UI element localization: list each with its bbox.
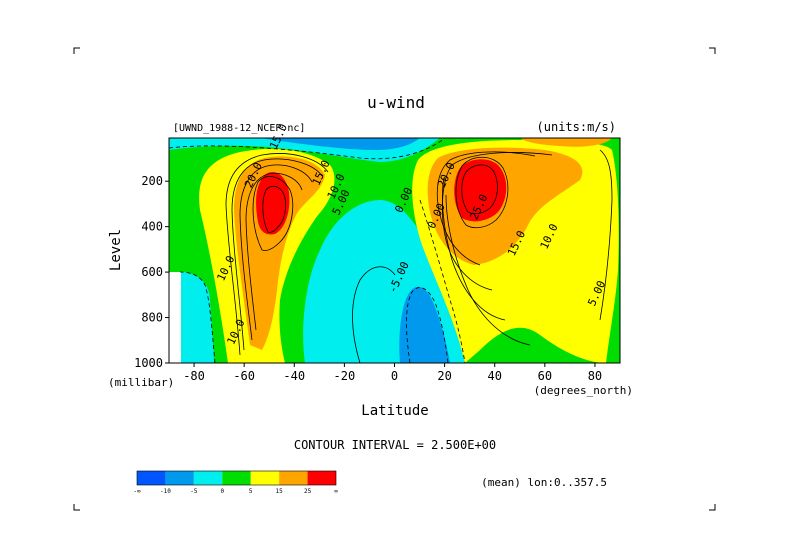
x-tick-label: 60 — [538, 369, 552, 383]
x-tick-label: -20 — [334, 369, 356, 383]
band-neg10-neg5-strat — [260, 138, 420, 150]
x-tick-label: 40 — [487, 369, 501, 383]
y-tick-label: 800 — [141, 311, 163, 325]
y-tick-label: 1000 — [134, 356, 163, 370]
units-label: (units:m/s) — [537, 120, 616, 134]
colorbar-level-label: -∞ — [133, 488, 141, 495]
chart-title: u-wind — [367, 93, 425, 112]
y-units: (millibar) — [108, 376, 174, 389]
x-tick-label: 20 — [437, 369, 451, 383]
contour-lines — [169, 138, 613, 363]
x-units: (degrees_north) — [534, 384, 633, 397]
colorbar-swatch — [279, 471, 308, 485]
colorbar-swatch — [137, 471, 166, 485]
colorbar-level-label: 0 — [220, 488, 224, 495]
missing-data — [169, 272, 181, 363]
crop-marks — [73, 47, 716, 511]
colorbar: -∞ -10 -5 0 5 15 25 ∞ — [133, 470, 338, 495]
y-tick-label: 400 — [141, 220, 163, 234]
x-tick-label: -60 — [233, 369, 255, 383]
dataset-label: [UWND_1988-12_NCEP.nc] — [173, 123, 305, 134]
x-tick-label: 80 — [588, 369, 602, 383]
y-tick-label: 200 — [141, 174, 163, 188]
colorbar-level-label: 5 — [249, 488, 253, 495]
x-tick-label: -80 — [183, 369, 205, 383]
y-axis-label: Level — [108, 229, 124, 271]
colorbar-swatch — [165, 471, 194, 485]
colorbar-level-label: -10 — [160, 488, 171, 495]
x-tick-label: 0 — [391, 369, 398, 383]
colorbar-swatch — [222, 471, 251, 485]
x-tick-label: -40 — [283, 369, 305, 383]
colorbar-level-label: -5 — [190, 488, 198, 495]
plot-area — [169, 138, 620, 363]
x-axis-label: Latitude — [361, 403, 428, 419]
band-25plus-south — [256, 172, 290, 235]
colorbar-swatch — [307, 471, 336, 485]
footer-note: (mean) lon:0..357.5 — [481, 476, 607, 489]
y-tick-label: 600 — [141, 265, 163, 279]
colorbar-swatch — [193, 471, 223, 485]
y-axis: 200 400 600 800 1000 — [134, 174, 169, 370]
colorbar-level-label: ∞ — [334, 488, 338, 495]
colorbar-level-label: 25 — [304, 488, 312, 495]
band-neg10-neg5-central — [399, 286, 450, 363]
colorbar-level-label: 15 — [276, 488, 284, 495]
contour-interval: CONTOUR INTERVAL = 2.500E+00 — [294, 438, 496, 452]
colorbar-frame — [136, 470, 337, 486]
x-axis: -80 -60 -40 -20 0 20 40 60 80 — [183, 363, 602, 383]
colorbar-swatch — [250, 471, 280, 485]
band-15-25-north-strat — [520, 138, 612, 147]
band-25plus-north — [454, 159, 507, 222]
